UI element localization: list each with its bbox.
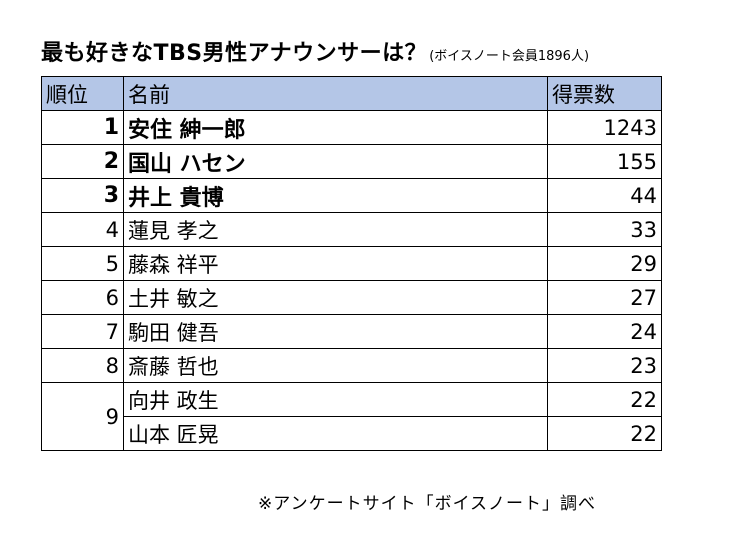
name-cell: 向井 政生 (123, 382, 548, 417)
table-row: 3 井上 貴博 44 (41, 178, 662, 213)
rank-cell: 6 (41, 280, 124, 315)
name-cell: 駒田 健吾 (123, 314, 548, 349)
name-cell: 蓮見 孝之 (123, 212, 548, 247)
rank-cell: 8 (41, 348, 124, 383)
rank-cell: 5 (41, 246, 124, 281)
votes-cell: 29 (547, 246, 662, 281)
title-main: 最も好きなTBS男性アナウンサーは？ (41, 41, 428, 66)
name-cell: 安住 紳一郎 (123, 110, 548, 145)
name-cell: 国山 ハセン (123, 144, 548, 179)
name-cell: 斎藤 哲也 (123, 348, 548, 383)
title-subtitle: (ボイスノート会員1896人) (429, 49, 590, 64)
rank-cell: 1 (41, 110, 124, 145)
rank-cell: 2 (41, 144, 124, 179)
votes-cell: 33 (547, 212, 662, 247)
votes-cell: 44 (547, 178, 662, 213)
table-header-row: 順位 名前 得票数 (41, 76, 662, 111)
source-note: ※アンケートサイト「ボイスノート」調べ (258, 494, 597, 514)
table-row: 8 斎藤 哲也 23 (41, 348, 662, 383)
ranking-table: 順位 名前 得票数 1 安住 紳一郎 1243 2 国山 ハセン 155 3 井… (41, 76, 662, 451)
table-row: 9 向井 政生 22 (41, 382, 662, 451)
votes-cell: 23 (547, 348, 662, 383)
name-cell: 山本 匠晃 (123, 416, 548, 451)
header-votes: 得票数 (547, 76, 662, 111)
table-row: 山本 匠晃 22 (42, 416, 662, 451)
name-cell: 藤森 祥平 (123, 246, 548, 281)
table-row: 2 国山 ハセン 155 (41, 144, 662, 179)
table-row: 4 蓮見 孝之 33 (41, 212, 662, 247)
survey-title: 最も好きなTBS男性アナウンサーは？ (ボイスノート会員1896人) (41, 35, 589, 67)
votes-cell: 27 (547, 280, 662, 315)
header-name: 名前 (123, 76, 548, 111)
table-row: 6 土井 敏之 27 (41, 280, 662, 315)
votes-cell: 24 (547, 314, 662, 349)
header-rank: 順位 (41, 76, 124, 111)
rank-cell: 4 (41, 212, 124, 247)
votes-cell: 22 (547, 382, 662, 417)
rank-cell-tied: 9 (41, 382, 124, 451)
table-row: 5 藤森 祥平 29 (41, 246, 662, 281)
table-row: 1 安住 紳一郎 1243 (41, 110, 662, 145)
votes-cell: 22 (547, 416, 662, 451)
votes-cell: 155 (547, 144, 662, 179)
rank-cell: 3 (41, 178, 124, 213)
table-row: 7 駒田 健吾 24 (41, 314, 662, 349)
votes-cell: 1243 (547, 110, 662, 145)
name-cell: 土井 敏之 (123, 280, 548, 315)
rank-cell: 7 (41, 314, 124, 349)
name-cell: 井上 貴博 (123, 178, 548, 213)
